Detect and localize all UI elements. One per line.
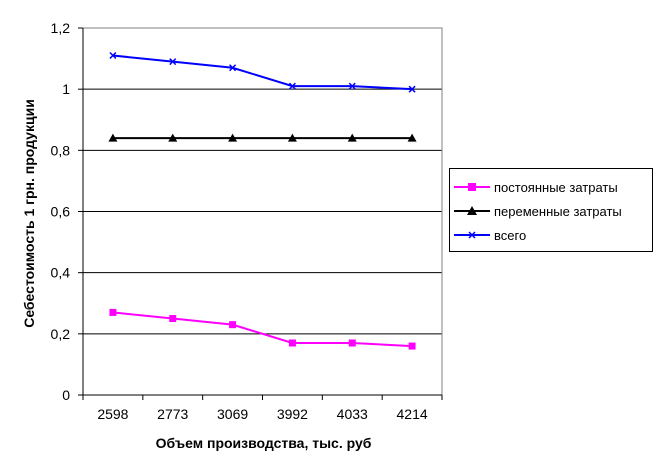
y-tick-label: 0 [62, 387, 70, 403]
legend-item-fixed-costs: постоянные затраты [454, 177, 618, 197]
x-axis-title: Объем производства, тыс. руб [156, 435, 372, 451]
series-group [108, 51, 417, 350]
legend-marker-triangle-icon [454, 206, 490, 215]
x-tick-label: 2598 [97, 406, 128, 422]
data-point-stroke [169, 58, 177, 66]
data-point [169, 58, 177, 66]
y-tick-label: 0,8 [51, 142, 71, 158]
data-point-stroke [109, 51, 117, 60]
data-point [229, 64, 237, 72]
data-point [348, 82, 356, 90]
data-point-stroke [408, 85, 416, 93]
legend-label: переменные затраты [494, 203, 622, 219]
legend-label: всего [494, 227, 527, 243]
data-point-stroke [348, 82, 356, 90]
series-2 [108, 133, 417, 142]
data-point [168, 133, 178, 142]
x-tick-label: 4214 [397, 406, 428, 422]
legend-item-total: всего [454, 225, 526, 245]
gridlines [78, 27, 442, 396]
data-point [169, 315, 177, 323]
y-tick-label: 1,2 [51, 20, 71, 36]
series-3 [109, 51, 416, 93]
data-point-stroke [288, 82, 296, 90]
data-point [288, 82, 296, 90]
y-tick-label: 1 [62, 81, 70, 97]
x-tick-label: 3992 [277, 406, 308, 422]
y-tick-label: 0,2 [51, 326, 71, 342]
data-point [229, 321, 237, 329]
data-point-stroke [229, 64, 237, 72]
axes [82, 28, 443, 400]
series-line [112, 311, 413, 348]
legend-marker-x-icon [454, 231, 490, 239]
series-line [112, 54, 413, 91]
x-tick-label: 2773 [157, 406, 188, 422]
data-point [228, 133, 238, 142]
x-tick-label: 3069 [217, 406, 248, 422]
y-tick-label: 0,6 [51, 204, 71, 220]
legend-marker-square-icon [454, 183, 490, 191]
data-point [408, 342, 416, 350]
data-point [287, 133, 297, 142]
legend: постоянные затраты переменные затраты вс… [449, 168, 653, 252]
data-point [109, 51, 117, 60]
tick-labels: 0 0,2 0,4 0,6 0,8 1 1,2 2598 2773 3069 3992 4033 421… [51, 20, 428, 422]
series-1 [109, 308, 416, 350]
y-axis-title: Себестоимость 1 грн. продукции [21, 99, 37, 328]
legend-item-variable-costs: переменные затраты [454, 201, 622, 221]
y-tick-label: 0,4 [51, 265, 71, 281]
data-point [347, 133, 357, 142]
data-point [407, 133, 417, 142]
data-point [288, 339, 296, 347]
legend-label: постоянные затраты [494, 179, 618, 195]
data-point [348, 339, 356, 347]
data-point [109, 308, 117, 316]
data-point [408, 85, 416, 93]
data-point [108, 133, 118, 142]
x-tick-label: 4033 [337, 406, 368, 422]
